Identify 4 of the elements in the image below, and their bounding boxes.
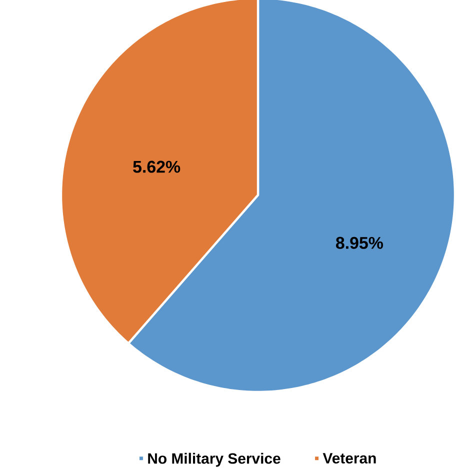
legend-label: Veteran bbox=[322, 453, 376, 464]
data-label: 5.62% bbox=[133, 160, 180, 173]
legend-label: No Military Service bbox=[148, 452, 280, 467]
data-label: 8.95% bbox=[336, 236, 383, 249]
